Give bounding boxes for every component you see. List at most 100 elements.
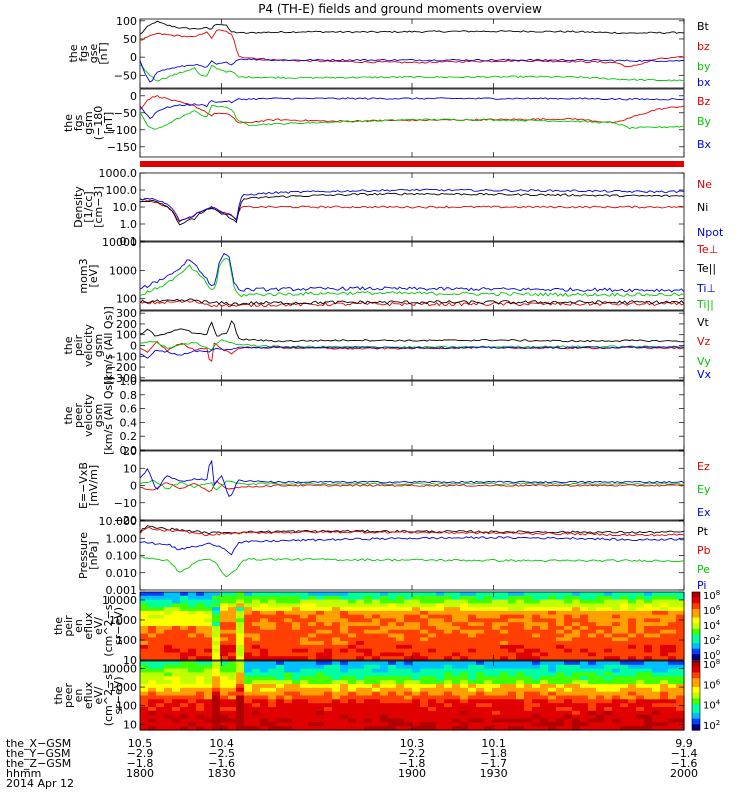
y-tick-label: 20 <box>123 445 137 458</box>
spectrogram-cell <box>460 614 469 620</box>
spectrogram-cell <box>380 668 389 674</box>
spectrogram-cell <box>588 668 597 674</box>
spectrogram-cell <box>236 603 245 608</box>
spectrogram-cell <box>308 680 317 685</box>
spectrogram-cell <box>628 722 637 727</box>
spectrogram-cell <box>180 707 189 712</box>
spectrogram-cell <box>260 661 269 666</box>
spectrogram-cell <box>548 599 557 604</box>
spectrogram-cell <box>348 707 357 712</box>
spectrogram-cell <box>252 703 261 708</box>
spectrogram-cell <box>500 668 509 674</box>
spectrogram-cell <box>156 699 165 704</box>
spectrogram-cell <box>140 684 149 689</box>
spectrogram-cell <box>644 722 653 727</box>
spectrogram-cell <box>588 714 597 720</box>
spectrogram-cell <box>396 629 405 635</box>
spectrogram-cell <box>532 626 541 631</box>
spectrogram-cell <box>404 691 413 697</box>
spectrogram-cell <box>524 703 533 708</box>
spectrogram-cell <box>140 699 149 704</box>
spectrogram-cell <box>412 695 421 700</box>
spectrogram-cell <box>324 637 333 642</box>
spectrogram-cell <box>604 691 613 697</box>
spectrogram-cell <box>556 595 565 601</box>
spectrogram-cell <box>324 714 333 720</box>
spectrogram-cell <box>636 661 645 666</box>
spectrogram-cell <box>644 592 653 597</box>
spectrogram-cell <box>316 703 325 708</box>
spectrogram-cell <box>548 610 557 616</box>
colorbar-frame <box>691 660 701 731</box>
spectrogram-cell <box>588 595 597 601</box>
spectrogram-cell <box>516 718 525 723</box>
spectrogram-cell <box>484 726 493 731</box>
spectrogram-cell <box>532 641 541 646</box>
spectrogram-cell <box>508 652 517 657</box>
spectrogram-cell <box>356 710 365 716</box>
spectrogram-cell <box>572 633 581 638</box>
spectrogram-cell <box>348 644 357 650</box>
spectrogram-cell <box>676 648 685 654</box>
spectrogram-cell <box>676 680 685 685</box>
spectrogram-cell <box>676 610 685 616</box>
spectrogram-cell <box>508 691 517 697</box>
spectrogram-cell <box>412 714 421 720</box>
spectrogram-cell <box>308 672 317 677</box>
spectrogram-cell <box>436 726 445 731</box>
spectrogram-cell <box>492 703 501 708</box>
spectrogram-cell <box>204 661 213 666</box>
spectrogram-cell <box>228 599 237 604</box>
spectrogram-cell <box>436 633 445 638</box>
spectrogram-cell <box>500 699 509 704</box>
spectrogram-cell <box>460 661 469 666</box>
spectrogram-cell <box>172 629 181 635</box>
spectrogram-cell <box>468 668 477 674</box>
spectrogram-cell <box>196 687 205 693</box>
spectrogram-cell <box>572 722 581 727</box>
spectrogram-cell <box>316 710 325 716</box>
spectrogram-cell <box>500 626 509 631</box>
spectrogram-cell <box>220 641 229 646</box>
spectrogram-cell <box>412 656 421 661</box>
spectrogram-cell <box>308 718 317 723</box>
spectrogram-cell <box>212 618 221 623</box>
spectrogram-cell <box>148 618 157 623</box>
spectrogram-cell <box>204 687 213 693</box>
spectrogram-cell <box>652 618 661 623</box>
spectrogram-cell <box>228 668 237 674</box>
spectrogram-cell <box>492 652 501 657</box>
spectrogram-cell <box>268 592 277 597</box>
spectrogram-cell <box>348 699 357 704</box>
y-tick-label: 0.1 <box>120 235 138 248</box>
series-line-Pt <box>139 525 685 535</box>
y-tick-label: 0.8 <box>120 389 138 402</box>
spectrogram-cell <box>348 703 357 708</box>
spectrogram-cell <box>260 610 269 616</box>
spectrogram-cell <box>148 691 157 697</box>
spectrogram-cell <box>180 607 189 612</box>
spectrogram-cell <box>596 633 605 638</box>
spectrogram-cell <box>412 710 421 716</box>
spectrogram-cell <box>236 703 245 708</box>
spectrogram-cell <box>316 626 325 631</box>
spectrogram-cell <box>204 722 213 727</box>
spectrogram-cell <box>588 626 597 631</box>
spectrogram-cell <box>620 714 629 720</box>
spectrogram-cell <box>460 610 469 616</box>
spectrogram-cell <box>540 687 549 693</box>
spectrogram-cell <box>628 629 637 635</box>
spectrogram-cell <box>604 641 613 646</box>
spectrogram-cell <box>428 618 437 623</box>
x-axis-row-label: hhmm <box>6 767 41 780</box>
spectrogram-cell <box>292 603 301 608</box>
spectrogram-cell <box>340 656 349 661</box>
spectrogram-cell <box>556 707 565 712</box>
spectrogram-cell <box>308 652 317 657</box>
spectrogram-cell <box>148 610 157 616</box>
spectrogram-cell <box>316 680 325 685</box>
spectrogram-cell <box>444 710 453 716</box>
spectrogram-cell <box>180 644 189 650</box>
spectrogram-cell <box>412 618 421 623</box>
spectrogram-cell <box>452 691 461 697</box>
